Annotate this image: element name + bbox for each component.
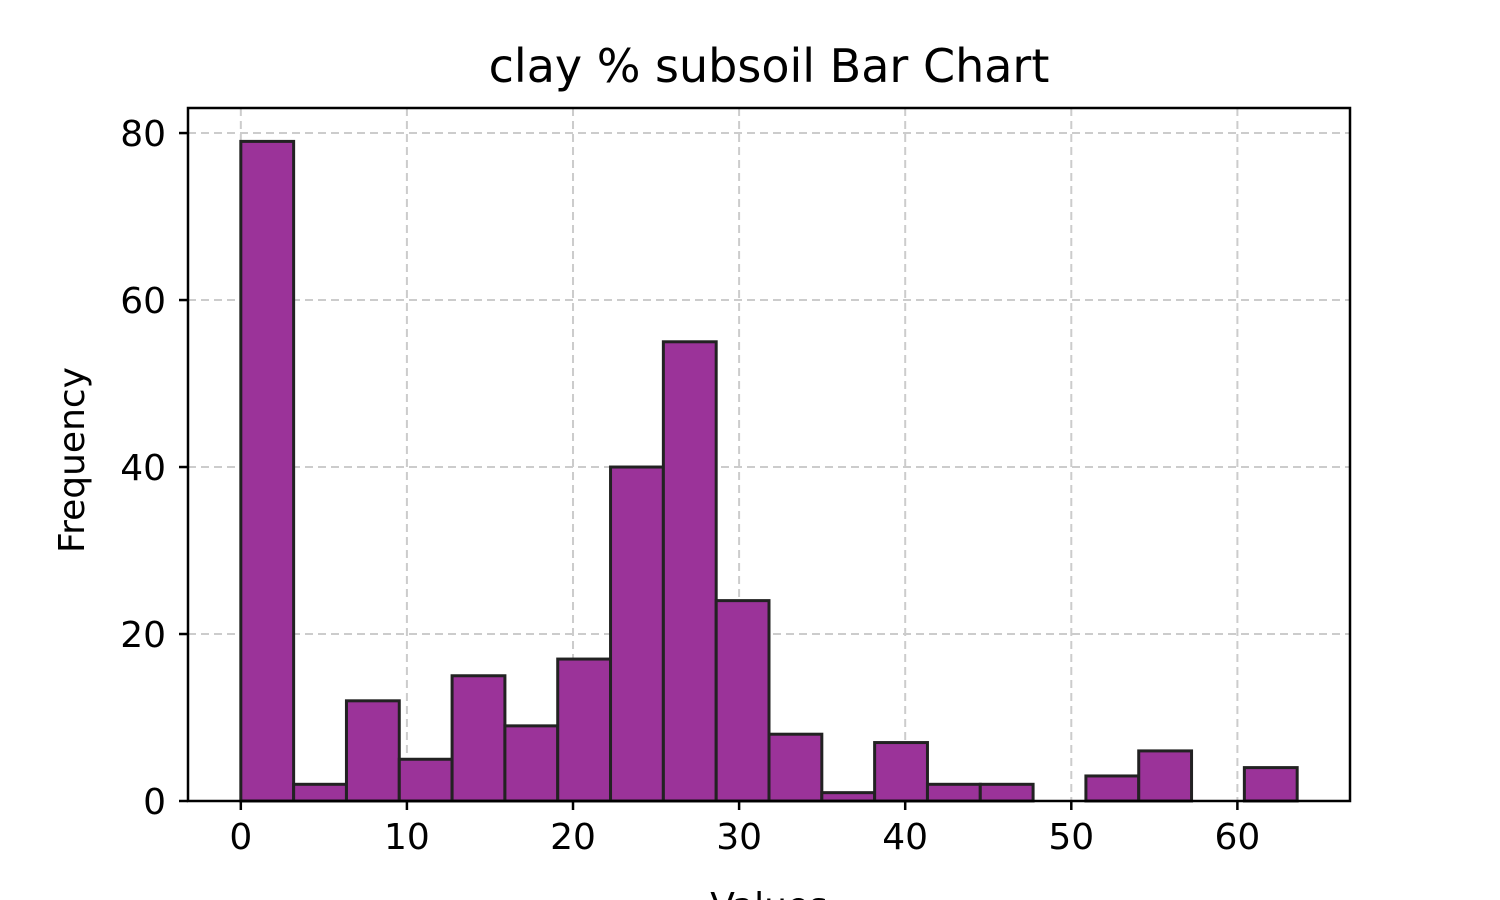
histogram-bar	[556, 657, 613, 803]
x-tick-label: 10	[384, 817, 430, 858]
x-axis-label: Values	[710, 886, 828, 900]
histogram-bar	[873, 741, 929, 803]
chart-title: clay % subsoil Bar Chart	[489, 39, 1050, 93]
y-tick-label: 0	[143, 782, 166, 823]
histogram-bar	[239, 139, 296, 803]
histogram-bar	[344, 699, 401, 803]
histogram-bar	[714, 599, 771, 803]
x-tick-label: 60	[1214, 817, 1260, 858]
histogram-bar	[820, 791, 877, 803]
bars-group	[239, 139, 1299, 803]
x-tick-label: 40	[882, 817, 928, 858]
y-tick-label: 80	[120, 114, 166, 155]
histogram-bar	[450, 674, 507, 803]
histogram-bar	[1084, 774, 1141, 803]
x-tick-label: 30	[716, 817, 762, 858]
histogram-bar	[397, 757, 454, 803]
x-tick-label: 0	[229, 817, 252, 858]
plot-frame	[186, 106, 1352, 803]
x-tick-label: 50	[1048, 817, 1094, 858]
histogram-bar	[767, 732, 824, 803]
histogram-bar	[1137, 749, 1194, 803]
y-tick-label: 60	[120, 281, 166, 322]
y-tick-label: 40	[120, 448, 166, 489]
y-axis-label: Frequency	[52, 367, 93, 553]
histogram-bar	[609, 465, 665, 803]
histogram-bar	[978, 782, 1035, 803]
axis-ticks: 0 10 20 30 40 50 60 0 20 40 60 80	[120, 114, 1260, 858]
histogram-bar	[661, 340, 718, 803]
histogram-bar	[925, 782, 982, 803]
x-tick-label: 20	[550, 817, 596, 858]
histogram-bar	[292, 782, 348, 803]
histogram-bar	[1242, 766, 1299, 803]
histogram-bar	[503, 724, 560, 803]
y-tick-label: 20	[120, 615, 166, 656]
